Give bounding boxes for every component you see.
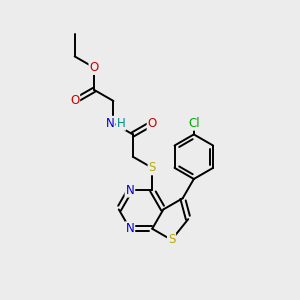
Text: O: O — [70, 94, 79, 107]
Text: O: O — [89, 61, 99, 74]
Text: N: N — [126, 184, 134, 196]
Text: N: N — [106, 117, 114, 130]
Text: N: N — [126, 222, 134, 235]
Text: O: O — [148, 117, 157, 130]
Text: S: S — [168, 233, 175, 246]
Text: S: S — [148, 161, 156, 174]
Text: H: H — [116, 117, 125, 130]
Text: Cl: Cl — [188, 117, 200, 130]
